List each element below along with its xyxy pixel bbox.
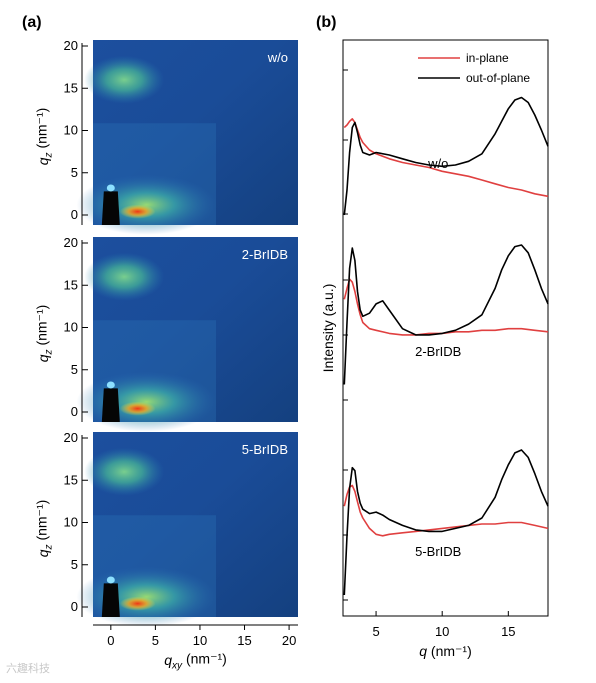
y-tick-label: 15: [64, 80, 78, 95]
specular-spot: [106, 576, 115, 584]
x-axis-title: q (nm⁻¹): [419, 643, 472, 659]
y-axis-title: qz (nm⁻¹): [34, 305, 55, 363]
map-sample-label: 2-BrIDB: [242, 247, 288, 262]
x-axis-title: qxy (nm⁻¹): [164, 651, 227, 672]
giwaxs-map-1: w/o 0 5 10 15 20 qz (nm⁻¹): [34, 38, 298, 235]
x-tick-label: 15: [237, 633, 251, 648]
x-tick-label: 20: [282, 633, 296, 648]
map-peak-spot: [119, 596, 156, 611]
x-tick-label: 5: [152, 633, 159, 648]
profile-group-3: 5-BrIDB: [343, 449, 549, 596]
specular-spot: [106, 381, 115, 389]
y-axis-title: Intensity (a.u.): [320, 284, 336, 373]
map-bottom-glow: [76, 371, 217, 432]
map-ring-feature: [84, 447, 165, 496]
y-tick-label: 0: [71, 599, 78, 614]
giwaxs-map-3: 5-BrIDB 0 5 10 15 20 qz (nm⁻¹) 0 5 10 15 20 qxy (nm⁻…: [34, 430, 298, 672]
beamstop-shadow: [101, 191, 120, 225]
map-peak-spot: [119, 204, 156, 219]
x-tick-label: 0: [107, 633, 114, 648]
panel-b-label: (b): [316, 14, 336, 31]
profile-group-1: w/o: [343, 96, 549, 216]
y-tick-label: 20: [64, 38, 78, 53]
series-line-in-plane: [343, 484, 549, 537]
y-axis-title: qz (nm⁻¹): [34, 500, 55, 558]
map-sample-label: w/o: [267, 50, 288, 65]
y-tick-label: 10: [64, 320, 78, 335]
x-tick-label: 5: [372, 624, 379, 639]
beamstop-shadow: [101, 583, 120, 617]
panel-a-label: (a): [22, 14, 42, 31]
y-tick-label: 10: [64, 123, 78, 138]
map-peak-spot: [119, 401, 156, 416]
profile-group-label: 2-BrIDB: [415, 344, 461, 359]
legend-label: out-of-plane: [466, 71, 530, 85]
legend-label: in-plane: [466, 51, 509, 65]
y-tick-label: 15: [64, 277, 78, 292]
x-tick-label: 10: [435, 624, 449, 639]
watermark-text: 六趣科技: [6, 662, 50, 675]
plot-frame: [342, 39, 549, 617]
series-line-in-plane: [343, 278, 549, 336]
panel-a-giwaxs-maps: w/o 0 5 10 15 20 qz (nm⁻¹) 2-BrIDB 0 5 10 15 20 qz (n…: [34, 38, 298, 672]
series-line-in-plane: [343, 118, 549, 198]
map-bottom-glow: [76, 174, 217, 235]
y-tick-label: 20: [64, 235, 78, 250]
series-line-out-of-plane: [343, 449, 549, 596]
y-tick-label: 5: [71, 362, 78, 377]
y-tick-label: 5: [71, 165, 78, 180]
series-line-out-of-plane: [343, 96, 549, 216]
giwaxs-map-2: 2-BrIDB 0 5 10 15 20 qz (nm⁻¹): [34, 235, 298, 432]
profile-group-label: 5-BrIDB: [415, 544, 461, 559]
profile-group-label: w/o: [427, 156, 448, 171]
panel-b-line-profiles: 5 10 15 q (nm⁻¹) Intensity (a.u.) in-plane out…: [320, 39, 549, 659]
map-bottom-glow: [76, 566, 217, 627]
map-ring-feature: [84, 252, 165, 301]
beamstop-shadow: [101, 388, 120, 422]
y-tick-label: 5: [71, 557, 78, 572]
profile-group-2: 2-BrIDB: [343, 244, 549, 385]
y-tick-label: 20: [64, 430, 78, 445]
y-tick-label: 10: [64, 515, 78, 530]
x-tick-label: 15: [501, 624, 515, 639]
series-line-out-of-plane: [343, 244, 549, 385]
x-tick-label: 10: [193, 633, 207, 648]
y-tick-label: 15: [64, 472, 78, 487]
y-tick-label: 0: [71, 404, 78, 419]
y-tick-label: 0: [71, 207, 78, 222]
map-sample-label: 5-BrIDB: [242, 442, 288, 457]
specular-spot: [106, 184, 115, 192]
y-axis-title: qz (nm⁻¹): [34, 108, 55, 166]
map-ring-feature: [84, 55, 165, 104]
